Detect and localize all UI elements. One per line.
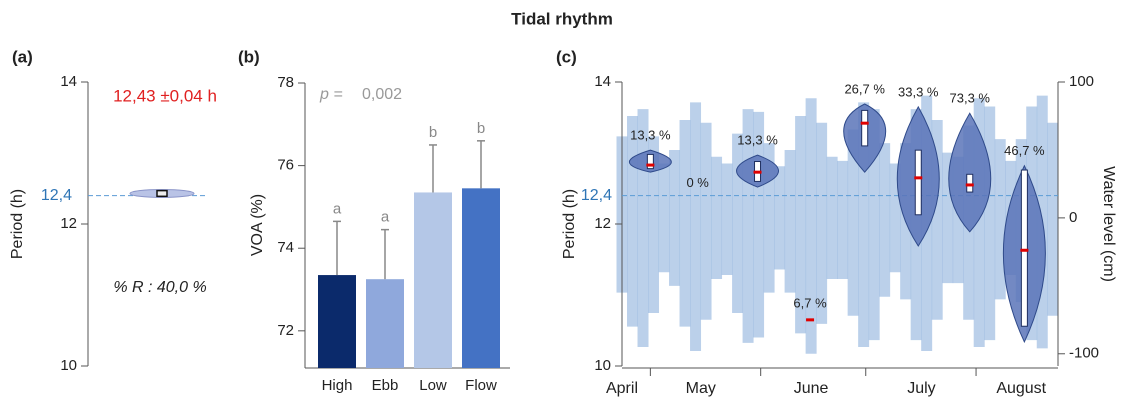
x-tick-label: Low (419, 377, 447, 394)
group-label: b (429, 124, 437, 141)
figure-title: Tidal rhythm (511, 9, 613, 28)
axis-title: VOA (%) (249, 194, 266, 256)
axis-title: Period (h) (9, 189, 26, 259)
group-label: a (381, 209, 390, 226)
percent-label: 33,3 % (898, 84, 939, 99)
x-tick-label: April (606, 380, 638, 397)
panel-label: (b) (238, 47, 260, 66)
bar (318, 275, 356, 368)
violin (948, 112, 992, 233)
percent-label: 46,7 % (1004, 143, 1045, 158)
y-tick-label: 12 (594, 215, 611, 232)
x-tick-label: May (686, 380, 716, 397)
value-label: 12,43 ±0,04 h (113, 86, 217, 105)
percent-label: 26,7 % (844, 81, 885, 96)
annotation: % R : 40,0 % (113, 279, 206, 296)
violin-box (646, 153, 654, 170)
x-tick-label: August (996, 380, 1046, 397)
x-tick-label: Ebb (372, 377, 399, 394)
group-label: a (333, 200, 342, 217)
reference-label: 12,4 (41, 187, 72, 204)
x-tick-label: Flow (465, 377, 497, 394)
y-tick-label: 10 (594, 357, 611, 374)
reference-label: 12,4 (581, 187, 612, 204)
bar (366, 279, 404, 368)
y-tick-label: 0 (1069, 209, 1077, 226)
percent-label: 0 % (686, 175, 709, 190)
violin-box (914, 149, 922, 216)
panel-label: (c) (556, 47, 577, 66)
x-tick-label: July (907, 380, 935, 397)
y-tick-label: 74 (277, 239, 294, 256)
percent-label: 73,3 % (950, 91, 991, 106)
violin-box (966, 173, 974, 193)
violin-box (861, 109, 869, 147)
y-tick-label: 14 (594, 73, 611, 90)
y-tick-label: -100 (1069, 345, 1099, 362)
axis-title: Water level (cm) (1100, 166, 1117, 282)
y-tick-label: 10 (60, 357, 77, 374)
axis-title: Period (h) (561, 189, 578, 259)
group-label: b (477, 120, 485, 137)
y-tick-label: 14 (60, 73, 77, 90)
y-tick-label: 12 (60, 215, 77, 232)
bar (462, 188, 500, 368)
percent-label: 13,3 % (737, 133, 778, 148)
violin-box (1020, 169, 1028, 327)
stat-value: 0,002 (362, 86, 402, 103)
bar (414, 192, 452, 368)
stat-label: p = (319, 86, 343, 103)
x-tick-label: High (322, 377, 353, 394)
y-tick-label: 100 (1069, 73, 1094, 90)
box (156, 189, 168, 198)
y-tick-label: 76 (277, 157, 294, 174)
panel-label: (a) (12, 47, 33, 66)
y-tick-label: 72 (277, 322, 294, 339)
x-tick-label: June (794, 380, 829, 397)
percent-label: 6,7 % (793, 295, 827, 310)
percent-label: 13,3 % (630, 128, 671, 143)
y-tick-label: 78 (277, 74, 294, 91)
